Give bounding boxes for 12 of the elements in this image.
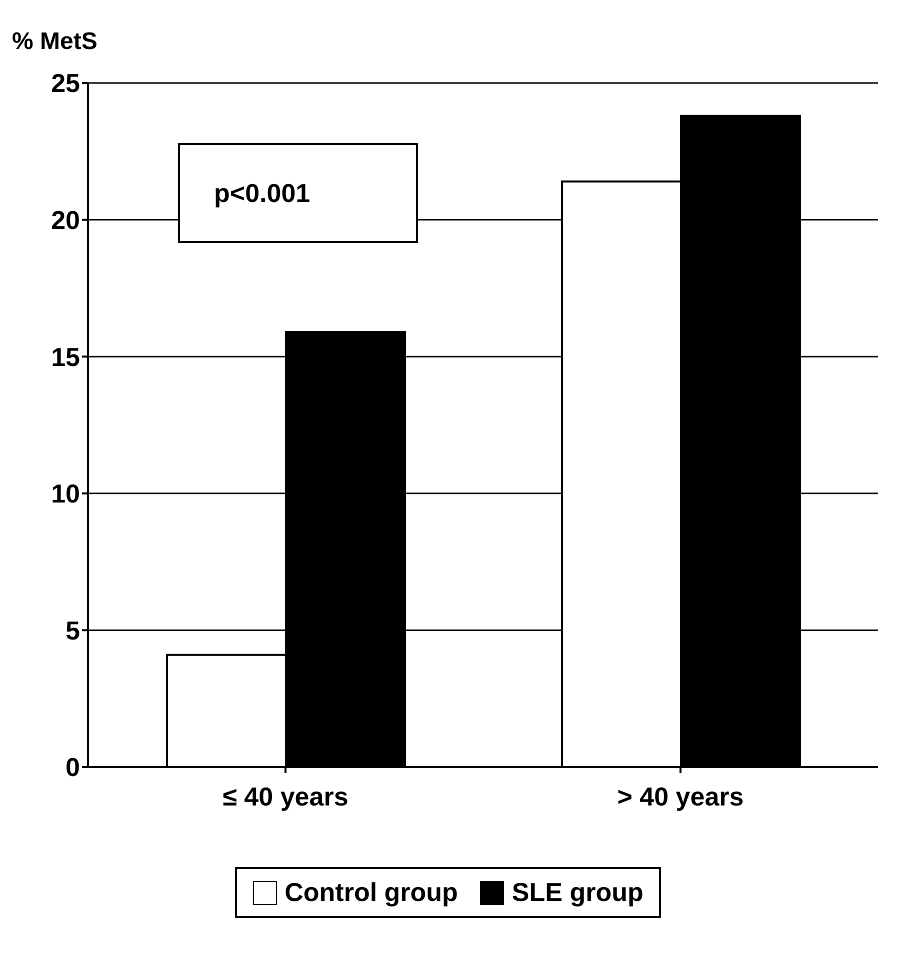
y-tick-label: 10 (51, 478, 80, 509)
y-axis-title: % MetS (12, 28, 98, 56)
x-tick-label: ≤ 40 years (222, 781, 348, 812)
y-tick-label: 20 (51, 205, 80, 236)
legend-label: Control group (284, 877, 458, 908)
y-tick-label: 0 (66, 752, 80, 782)
x-tick-label: > 40 years (617, 781, 744, 812)
label-box: p<0.001 (178, 143, 418, 243)
y-tick-label: 5 (66, 615, 80, 646)
y-tick-label: 15 (51, 342, 80, 372)
legend-label: SLE group (512, 877, 644, 908)
y-tick-label: 25 (51, 68, 80, 98)
